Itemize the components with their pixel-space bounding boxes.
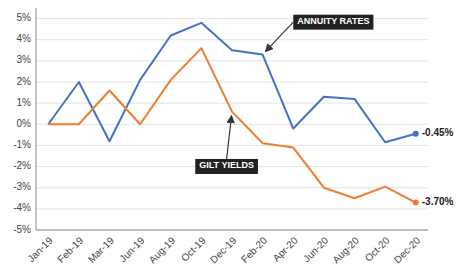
end-point xyxy=(413,131,419,137)
x-tick-label: Feb-19 xyxy=(55,234,85,264)
grid-line xyxy=(36,39,428,40)
y-axis: -5% -4% -3% -2% -1% 0% 1% 2% 3% 4% 5% xyxy=(13,8,428,235)
y-tick-label: 5% xyxy=(17,12,32,23)
annotation-arrow xyxy=(265,22,293,51)
data-label: -3.70% xyxy=(422,196,454,207)
y-tick-label: -2% xyxy=(13,160,31,171)
series-annotation: ANNUITY RATES xyxy=(265,15,373,52)
annotations: ANNUITY RATES GILT YIELDS xyxy=(195,15,373,174)
x-tick-label: Apr-20 xyxy=(271,234,300,263)
x-tick-label: Jan-19 xyxy=(25,234,55,264)
annotation-text: ANNUITY RATES xyxy=(297,16,369,26)
x-tick-label: Aug-19 xyxy=(147,234,178,265)
y-tick-label: 0% xyxy=(17,118,32,129)
x-tick-label: Dec-20 xyxy=(392,234,423,265)
y-tick-label: 2% xyxy=(17,76,32,87)
y-tick-label: -5% xyxy=(13,224,31,235)
y-tick-label: 1% xyxy=(17,97,32,108)
y-tick-label: 4% xyxy=(17,33,32,44)
x-tick-label: Jun-19 xyxy=(117,234,147,264)
y-tick-label: -1% xyxy=(13,139,31,150)
y-tick-label: 3% xyxy=(17,54,32,65)
annotation-arrow xyxy=(227,116,232,159)
x-axis-line xyxy=(36,230,428,231)
x-tick-label: Oct-19 xyxy=(179,234,208,263)
series-line xyxy=(48,48,416,202)
annotation-box xyxy=(293,15,373,30)
grid-line xyxy=(36,230,428,231)
end-labels: -0.45% -3.70% xyxy=(422,127,454,207)
data-label: -0.45% xyxy=(422,127,454,138)
grid-line xyxy=(36,103,428,104)
grid-line xyxy=(36,60,428,61)
chart: -5% -4% -3% -2% -1% 0% 1% 2% 3% 4% 5% Jan-19Feb-19M… xyxy=(0,0,474,274)
x-tick-label: Feb-20 xyxy=(239,234,269,264)
y-tick-label: -4% xyxy=(13,202,31,213)
plot-area xyxy=(48,23,419,206)
y-axis-line xyxy=(36,8,37,230)
grid-line xyxy=(36,208,428,209)
grid-line xyxy=(36,145,428,146)
x-axis: Jan-19Feb-19Mar-19Jun-19Aug-19Oct-19Dec-… xyxy=(25,234,422,265)
annotation-text: GILT YIELDS xyxy=(199,160,254,170)
x-tick-label: Mar-19 xyxy=(86,234,116,264)
x-tick-label: Jun-20 xyxy=(301,234,331,264)
x-tick-label: Dec-19 xyxy=(208,234,239,265)
x-tick-label: Aug-20 xyxy=(330,234,361,265)
grid-line xyxy=(36,82,428,83)
grid-line xyxy=(36,187,428,188)
x-tick-label: Oct-20 xyxy=(363,234,392,263)
annotation-box xyxy=(195,159,258,174)
series-annotation: GILT YIELDS xyxy=(195,116,258,174)
y-tick-label: -3% xyxy=(13,181,31,192)
end-point xyxy=(413,200,419,206)
grid-line xyxy=(36,124,428,125)
series-line xyxy=(48,23,416,142)
